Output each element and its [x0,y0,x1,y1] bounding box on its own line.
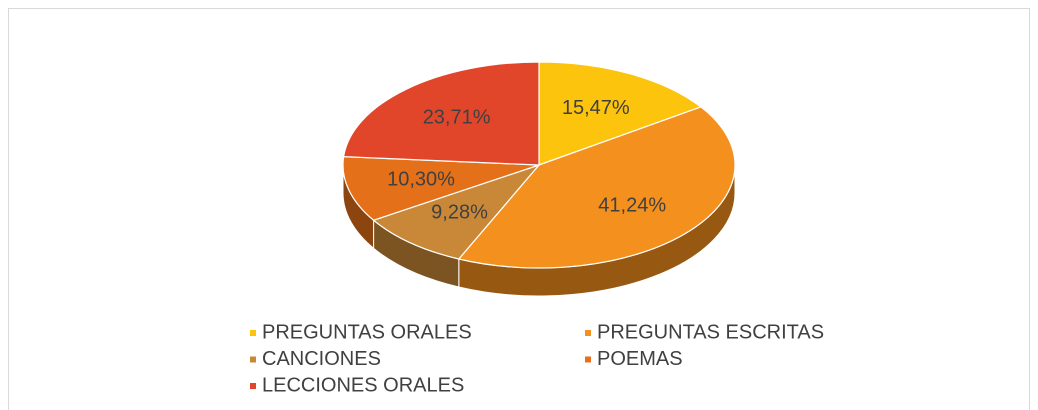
data-label: 23,71% [423,106,491,128]
slice [342,156,540,221]
data-labels: 15,47% 41,24% 9,28% 10,30% 23,71% [387,97,666,224]
legend-swatch [585,356,591,363]
legend-swatch [585,330,591,336]
slice-side [458,165,735,296]
data-label: 15,47% [562,97,630,119]
legend-swatch [250,330,256,336]
data-label: 41,24% [598,194,666,216]
legend-swatch [250,356,256,363]
data-label: 9,28% [431,202,488,224]
legend-label: CANCIONES [262,348,381,370]
legend-label: LECCIONES ORALES [262,374,464,396]
legend-label: PREGUNTAS ESCRITAS [597,321,824,343]
slice [372,163,541,260]
legend: PREGUNTAS ORALES PREGUNTAS ESCRITAS CANCIO… [250,321,824,396]
slice-side [373,220,459,287]
data-label: 10,30% [387,169,455,191]
slice [342,61,540,166]
slice [457,106,736,269]
slice-side [343,165,374,249]
legend-swatch [250,383,256,389]
slice [538,61,703,166]
legend-label: POEMAS [597,348,683,370]
pie-tops [342,61,736,269]
legend-label: PREGUNTAS ORALES [262,321,472,343]
pie-walls [342,164,736,297]
